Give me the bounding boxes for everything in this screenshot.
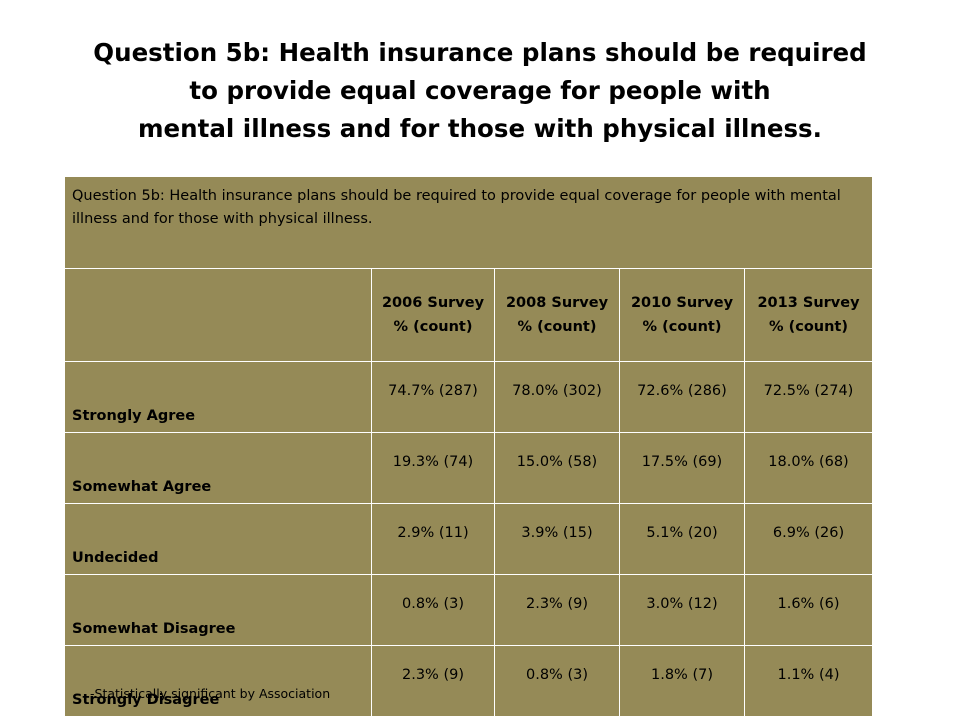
table-cell: 74.7% (287) — [371, 361, 495, 433]
column-header-name: 2006 Survey — [381, 295, 485, 311]
table-cell: 2.3% (9) — [371, 645, 495, 717]
column-header-unit: % (count) — [642, 319, 722, 335]
title-line-2: to provide equal coverage for people wit… — [189, 76, 771, 105]
column-header-name: 2013 Survey — [757, 295, 860, 311]
column-header-2013: 2013 Survey % (count) — [743, 268, 874, 362]
column-header-unit: % (count) — [517, 319, 597, 335]
table-cell: 2.9% (11) — [371, 503, 495, 575]
table-cell: 0.8% (3) — [371, 574, 495, 646]
table-cell: 1.1% (4) — [743, 645, 874, 717]
footnote: -Statistically significant by Associatio… — [90, 686, 331, 701]
caption-row: Question 5b: Health insurance plans shou… — [63, 176, 874, 269]
column-header-name: 2008 Survey — [505, 295, 609, 311]
table-cell: 6.9% (26) — [743, 503, 874, 575]
table-cell: 1.6% (6) — [743, 574, 874, 646]
row-label: Somewhat Agree — [64, 432, 372, 504]
table-cell: 18.0% (68) — [743, 432, 874, 504]
survey-results-table: Question 5b: Health insurance plans shou… — [63, 176, 874, 717]
column-header-unit: % (count) — [769, 319, 848, 335]
table-row-strongly-agree: Strongly Agree 74.7% (287) 78.0% (302) 7… — [64, 361, 874, 433]
column-header-2010: 2010 Survey % (count) — [619, 268, 745, 362]
header-empty-cell — [64, 268, 372, 362]
table-cell: 15.0% (58) — [494, 432, 620, 504]
row-label: Strongly Disagree — [64, 645, 372, 717]
table-cell: 0.8% (3) — [494, 645, 620, 717]
header-row: 2006 Survey % (count) 2008 Survey % (cou… — [64, 268, 874, 362]
table-cell: 72.6% (286) — [619, 361, 745, 433]
title-line-3: mental illness and for those with physic… — [138, 114, 822, 143]
row-label: Strongly Agree — [64, 361, 372, 433]
slide-title: Question 5b: Health insurance plans shou… — [40, 34, 920, 148]
row-label: Undecided — [64, 503, 372, 575]
table-cell: 17.5% (69) — [619, 432, 745, 504]
table-row-undecided: Undecided 2.9% (11) 3.9% (15) 5.1% (20) … — [64, 503, 874, 575]
column-header-name: 2010 Survey — [630, 295, 734, 311]
table-cell: 5.1% (20) — [619, 503, 745, 575]
table-caption: Question 5b: Health insurance plans shou… — [63, 176, 874, 269]
column-header-unit: % (count) — [393, 319, 473, 335]
row-label: Somewhat Disagree — [64, 574, 372, 646]
table-row-somewhat-disagree: Somewhat Disagree 0.8% (3) 2.3% (9) 3.0%… — [64, 574, 874, 646]
table-row-somewhat-agree: Somewhat Agree 19.3% (74) 15.0% (58) 17.… — [64, 432, 874, 504]
table-row-strongly-disagree: Strongly Disagree 2.3% (9) 0.8% (3) 1.8%… — [64, 645, 874, 717]
table-cell: 3.9% (15) — [494, 503, 620, 575]
table-cell: 72.5% (274) — [743, 361, 874, 433]
table-cell: 1.8% (7) — [619, 645, 745, 717]
table-cell: 3.0% (12) — [619, 574, 745, 646]
title-line-1: Question 5b: Health insurance plans shou… — [93, 38, 867, 67]
table-cell: 2.3% (9) — [494, 574, 620, 646]
column-header-2008: 2008 Survey % (count) — [494, 268, 620, 362]
table-cell: 78.0% (302) — [494, 361, 620, 433]
table-cell: 19.3% (74) — [371, 432, 495, 504]
column-header-2006: 2006 Survey % (count) — [371, 268, 495, 362]
